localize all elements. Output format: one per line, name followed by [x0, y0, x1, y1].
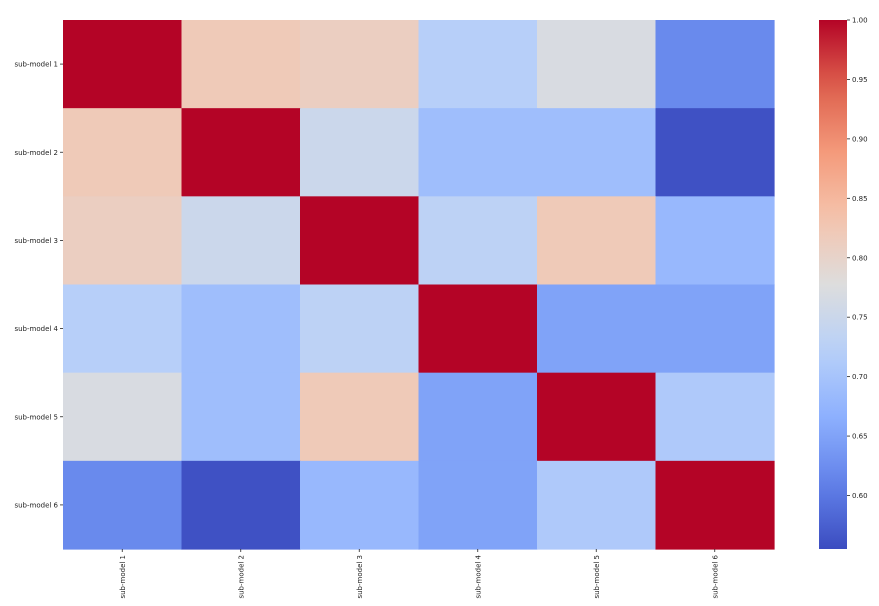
heatmap-cell: [537, 284, 657, 374]
colorbar-tick-label: 0.70: [852, 373, 868, 381]
x-tick-label: sub-model 3: [356, 555, 364, 599]
heatmap-cell: [655, 108, 775, 197]
colorbar-tick-label: 0.75: [852, 314, 868, 322]
colorbar-tick-label: 1.00: [852, 17, 868, 25]
x-tick-label: sub-model 4: [474, 554, 482, 598]
x-tick-label: sub-model 6: [711, 554, 719, 598]
heatmap-cell: [63, 284, 183, 374]
heatmap-cell: [63, 460, 183, 550]
heatmap-cell: [537, 196, 657, 286]
heatmap-cell: [181, 196, 301, 286]
x-axis-tick-labels: sub-model 1 sub-model 2 sub-model 3 sub-mod…: [119, 549, 719, 599]
heatmap-cell: [655, 284, 775, 374]
heatmap-cell: [300, 108, 420, 197]
y-tick-label: sub-model 4: [14, 325, 58, 333]
heatmap-cell: [418, 460, 538, 550]
heatmap-cell: [537, 372, 657, 462]
heatmap-cell: [655, 460, 775, 550]
heatmap-cell: [418, 196, 538, 286]
heatmap-cell: [418, 284, 538, 374]
y-tick-label: sub-model 6: [14, 501, 58, 509]
heatmap-cell: [63, 20, 183, 109]
colorbar-tick-label: 0.90: [852, 135, 868, 143]
x-tick-label: sub-model 1: [119, 555, 127, 599]
heatmap-cell: [418, 108, 538, 197]
heatmap-cell: [537, 108, 657, 197]
y-axis-tick-labels: sub-model 1 sub-model 2 sub-model 3 sub-mod…: [14, 61, 63, 509]
heatmap-cell: [537, 20, 657, 109]
heatmap-cell: [418, 372, 538, 462]
heatmap-cell: [418, 20, 538, 109]
y-tick-label: sub-model 2: [14, 149, 58, 157]
heatmap-cell: [181, 460, 301, 550]
heatmap-cell: [300, 20, 420, 109]
y-tick-label: sub-model 1: [14, 61, 58, 69]
heatmap-cell: [181, 284, 301, 374]
heatmap-cell: [300, 372, 420, 462]
colorbar-tick-label: 0.95: [852, 76, 868, 84]
colorbar-tick-label: 0.85: [852, 195, 868, 203]
heatmap-cell: [537, 460, 657, 550]
x-tick-label: sub-model 5: [593, 555, 601, 599]
heatmap-cell: [181, 372, 301, 462]
heatmap-cells: [63, 20, 775, 550]
colorbar-tick-label: 0.65: [852, 433, 868, 441]
heatmap-cell: [63, 372, 183, 462]
y-tick-label: sub-model 3: [14, 237, 58, 245]
colorbar: 0.60 0.65 0.70 0.75 0.80 0.85 0.90 0.95 1.00: [819, 17, 868, 549]
heatmap-cell: [181, 20, 301, 109]
heatmap-cell: [655, 372, 775, 462]
heatmap-cell: [63, 196, 183, 286]
heatmap-cell: [63, 108, 183, 197]
colorbar-gradient: [819, 20, 847, 549]
x-tick-label: sub-model 2: [237, 555, 245, 599]
heatmap-cell: [300, 196, 420, 286]
heatmap-cell: [655, 20, 775, 109]
y-tick-label: sub-model 5: [14, 413, 58, 421]
heatmap-cell: [181, 108, 301, 197]
colorbar-tick-label: 0.80: [852, 254, 868, 262]
colorbar-tick-label: 0.60: [852, 492, 868, 500]
heatmap-cell: [655, 196, 775, 286]
heatmap-cell: [300, 460, 420, 550]
heatmap-cell: [300, 284, 420, 374]
